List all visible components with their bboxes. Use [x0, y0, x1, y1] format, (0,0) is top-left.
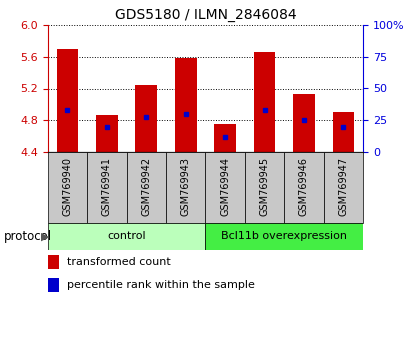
Bar [332, 113, 354, 152]
Text: GSM769946: GSM769946 [299, 157, 309, 216]
Text: protocol: protocol [4, 230, 52, 243]
Text: GSM769945: GSM769945 [259, 156, 270, 216]
Bar [175, 58, 197, 152]
Bar [48, 255, 59, 269]
Bar [245, 152, 284, 223]
Text: Bcl11b overexpression: Bcl11b overexpression [221, 231, 347, 241]
Text: GSM769943: GSM769943 [181, 157, 191, 216]
Bar [56, 49, 78, 152]
Bar [284, 152, 324, 223]
Bar [205, 152, 245, 223]
Text: GSM769940: GSM769940 [62, 157, 73, 216]
Bar [254, 52, 276, 152]
Text: GSM769944: GSM769944 [220, 157, 230, 216]
Bar [166, 152, 205, 223]
Bar [48, 223, 205, 250]
Bar [87, 152, 127, 223]
Bar [324, 152, 363, 223]
Bar [96, 115, 118, 152]
Bar [135, 85, 157, 152]
Bar [214, 124, 236, 152]
Bar [293, 94, 315, 152]
Bar [127, 152, 166, 223]
Title: GDS5180 / ILMN_2846084: GDS5180 / ILMN_2846084 [115, 8, 296, 22]
Bar [48, 278, 59, 292]
Text: ▶: ▶ [41, 231, 49, 241]
Text: GSM769941: GSM769941 [102, 157, 112, 216]
Text: control: control [107, 231, 146, 241]
Text: percentile rank within the sample: percentile rank within the sample [67, 280, 254, 290]
Bar [205, 223, 363, 250]
Text: GSM769947: GSM769947 [338, 156, 349, 216]
Text: GSM769942: GSM769942 [141, 156, 151, 216]
Bar [48, 152, 87, 223]
Text: transformed count: transformed count [67, 257, 171, 267]
